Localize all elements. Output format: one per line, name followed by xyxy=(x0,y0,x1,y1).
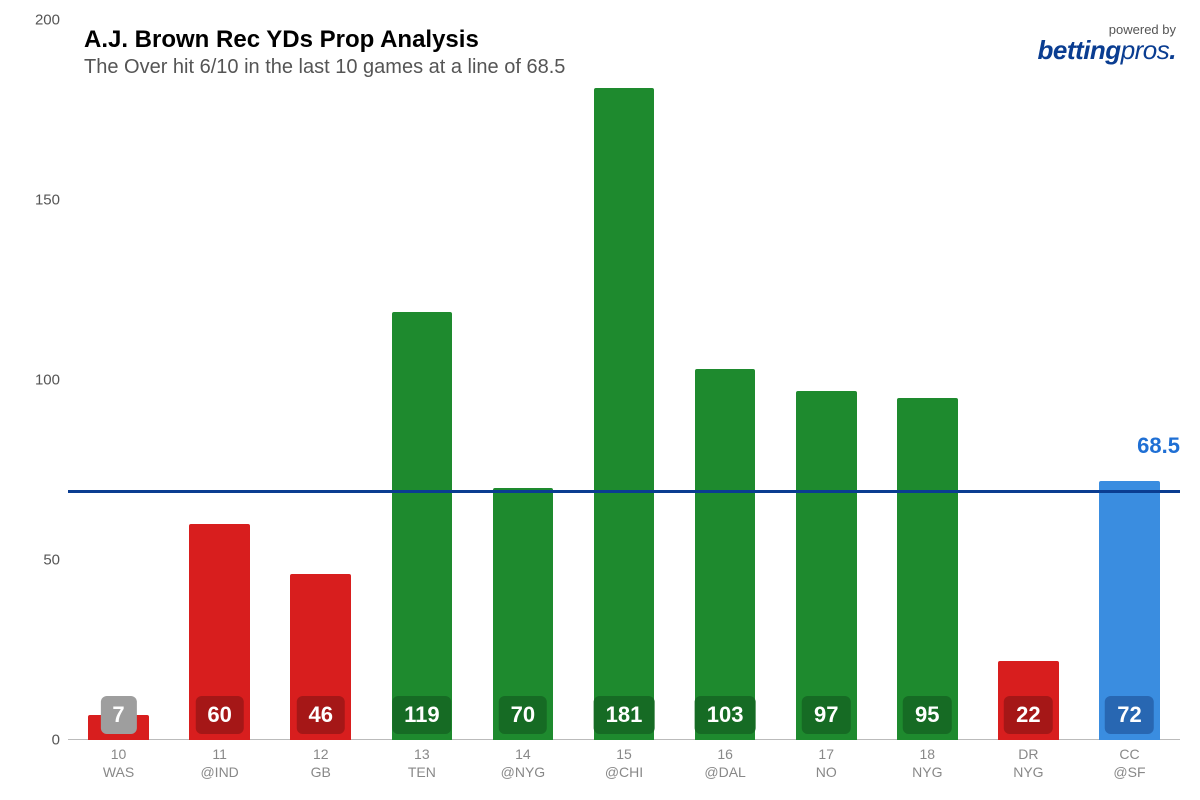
x-tick-label: 18NYG xyxy=(877,746,978,781)
bar-value: 97 xyxy=(802,696,850,734)
bar-slot: 7 xyxy=(68,20,169,740)
bar-value: 70 xyxy=(499,696,547,734)
bar-value: 7 xyxy=(100,696,136,734)
x-tick-label: 13TEN xyxy=(371,746,472,781)
prop-line xyxy=(68,490,1180,493)
bar-value: 103 xyxy=(695,696,756,734)
x-tick-label: 15@CHI xyxy=(573,746,674,781)
x-axis: 10WAS11@IND12GB13TEN14@NYG15@CHI16@DAL17… xyxy=(68,746,1180,781)
branding: powered by bettingpros. xyxy=(1038,22,1176,66)
chart-subtitle: The Over hit 6/10 in the last 10 games a… xyxy=(84,56,565,79)
bar xyxy=(897,398,958,740)
branding-name-b: pros xyxy=(1121,35,1170,65)
bar-slot: 103 xyxy=(675,20,776,740)
prop-analysis-chart: 0 50 100 150 200 A.J. Brown Rec YDs Prop Ana… xyxy=(0,0,1200,800)
x-tick-label: 16@DAL xyxy=(675,746,776,781)
branding-name-a: betting xyxy=(1038,35,1121,65)
chart-title: A.J. Brown Rec YDs Prop Analysis xyxy=(84,26,565,54)
x-tick-label: CC@SF xyxy=(1079,746,1180,781)
y-tick-label: 50 xyxy=(0,552,60,569)
bar-slot: 97 xyxy=(776,20,877,740)
x-tick-label: 12GB xyxy=(270,746,371,781)
bar-slot: 46 xyxy=(270,20,371,740)
chart-header: A.J. Brown Rec YDs Prop Analysis The Ove… xyxy=(84,20,565,79)
y-tick-label: 200 xyxy=(0,12,60,29)
x-tick-label: 10WAS xyxy=(68,746,169,781)
bar-slot: 70 xyxy=(472,20,573,740)
plot-area: A.J. Brown Rec YDs Prop Analysis The Ove… xyxy=(68,20,1180,740)
y-tick-label: 100 xyxy=(0,372,60,389)
bar-value: 181 xyxy=(594,696,655,734)
bar-slot: 181 xyxy=(573,20,674,740)
x-tick-label: 17NO xyxy=(776,746,877,781)
bar-value: 46 xyxy=(296,696,344,734)
branding-logo: bettingpros. xyxy=(1038,35,1176,66)
bar xyxy=(594,88,655,740)
x-tick-label: DRNYG xyxy=(978,746,1079,781)
y-tick-label: 150 xyxy=(0,192,60,209)
prop-line-label: 68.5 xyxy=(1137,434,1180,460)
branding-dot: . xyxy=(1169,35,1176,65)
bars-container: 7 60 46 119 70 181 103 97 95 22 72 xyxy=(68,20,1180,740)
bar-value: 119 xyxy=(392,696,452,734)
bar xyxy=(796,391,857,740)
bar-value: 72 xyxy=(1105,696,1153,734)
bar-value: 60 xyxy=(195,696,243,734)
x-tick-label: 14@NYG xyxy=(472,746,573,781)
x-tick-label: 11@IND xyxy=(169,746,270,781)
bar xyxy=(695,369,756,740)
bar-slot: 60 xyxy=(169,20,270,740)
y-tick-label: 0 xyxy=(0,732,60,749)
bar xyxy=(392,312,453,740)
bar-slot: 95 xyxy=(877,20,978,740)
bar-slot: 72 xyxy=(1079,20,1180,740)
bar-value: 95 xyxy=(903,696,951,734)
bar-slot: 119 xyxy=(371,20,472,740)
bar-value: 22 xyxy=(1004,696,1052,734)
bar-slot: 22 xyxy=(978,20,1079,740)
